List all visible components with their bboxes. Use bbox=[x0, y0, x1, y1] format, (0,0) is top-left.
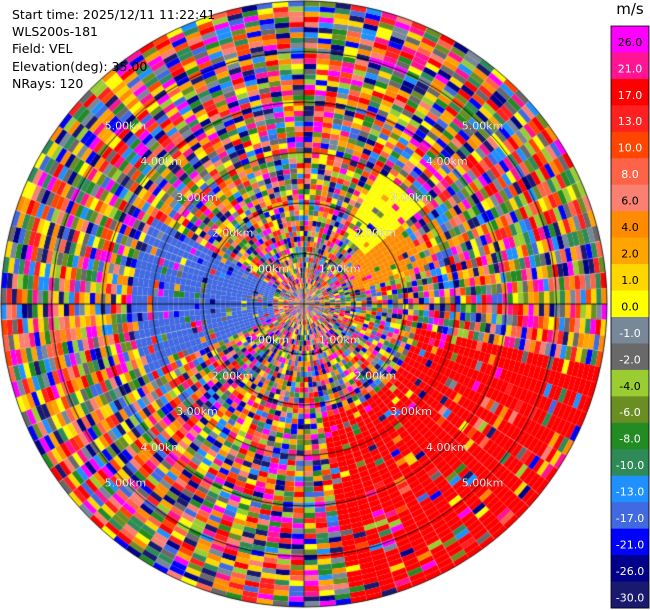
colorbar-tick-label: -13.0 bbox=[616, 486, 644, 499]
colorbar-segment bbox=[611, 396, 649, 424]
colorbar-tick-label: -21.0 bbox=[616, 539, 644, 552]
colorbar-segment bbox=[611, 78, 649, 106]
field-text: Field: VEL bbox=[12, 41, 73, 57]
colorbar-tick-label: 6.0 bbox=[621, 195, 639, 208]
colorbar-tick-label: 0.0 bbox=[621, 300, 639, 313]
colorbar-segment bbox=[611, 475, 649, 503]
range-ring-label: 2.00km bbox=[212, 227, 254, 240]
colorbar-segment bbox=[611, 52, 649, 80]
colorbar-tick-label: 21.0 bbox=[618, 62, 643, 75]
colorbar-segment bbox=[611, 317, 649, 344]
colorbar-segment bbox=[611, 105, 649, 133]
colorbar-segment bbox=[611, 26, 649, 53]
range-ring-label: 4.00km bbox=[140, 155, 182, 168]
range-ring-label: 4.00km bbox=[426, 441, 468, 454]
colorbar-segment bbox=[611, 131, 649, 159]
colorbar-segment bbox=[611, 422, 649, 450]
colorbar-tick-label: 1.0 bbox=[621, 274, 639, 287]
range-ring-label: 1.00km bbox=[248, 262, 290, 275]
colorbar-segment bbox=[611, 158, 649, 186]
elevation-text: Elevation(deg): 35.00 bbox=[12, 58, 148, 74]
colorbar-tick-label: -4.0 bbox=[619, 380, 640, 393]
colorbar-segment bbox=[611, 211, 649, 239]
range-ring-label: 5.00km bbox=[462, 477, 504, 490]
range-ring-label: 2.00km bbox=[355, 369, 397, 382]
colorbar-segment bbox=[611, 581, 649, 609]
range-ring-label: 3.00km bbox=[390, 405, 432, 418]
range-ring-label: 4.00km bbox=[426, 155, 468, 168]
range-ring-label: 5.00km bbox=[462, 119, 504, 132]
colorbar-segment bbox=[611, 184, 649, 212]
colorbar-segment bbox=[611, 555, 649, 583]
colorbar-segment bbox=[611, 290, 649, 318]
scan-info-panel: Start time: 2025/12/11 11:22:41 WLS200s-… bbox=[12, 6, 215, 92]
colorbar-tick-label: 2.0 bbox=[621, 248, 639, 261]
range-ring-label: 1.00km bbox=[319, 334, 361, 347]
range-ring-label: 3.00km bbox=[390, 191, 432, 204]
colorbar-tick-label: -8.0 bbox=[619, 433, 640, 446]
colorbar-segment bbox=[611, 369, 649, 397]
colorbar-tick-label: 13.0 bbox=[618, 115, 643, 128]
colorbar-segment bbox=[611, 343, 649, 371]
nrays-text: NRays: 120 bbox=[12, 75, 84, 91]
colorbar-unit: m/s bbox=[616, 0, 644, 18]
range-ring-label: 2.00km bbox=[355, 227, 397, 240]
colorbar-tick-label: -10.0 bbox=[616, 459, 644, 472]
colorbar-tick-label: 8.0 bbox=[621, 168, 639, 181]
range-ring-label: 2.00km bbox=[212, 369, 254, 382]
colorbar-segment bbox=[611, 264, 649, 292]
colorbar-tick-label: -2.0 bbox=[619, 353, 640, 366]
start-time-text: Start time: 2025/12/11 11:22:41 bbox=[12, 7, 216, 22]
colorbar-segment bbox=[611, 237, 649, 265]
range-ring-label: 3.00km bbox=[176, 191, 218, 204]
colorbar-tick-label: 26.0 bbox=[618, 36, 643, 49]
range-ring-label: 5.00km bbox=[105, 119, 147, 132]
colorbar-segment bbox=[611, 502, 649, 530]
range-ring-label: 4.00km bbox=[140, 441, 182, 454]
colorbar-tick-label: -6.0 bbox=[619, 406, 640, 419]
range-ring-label: 1.00km bbox=[319, 262, 361, 275]
colorbar-tick-label: -17.0 bbox=[616, 512, 644, 525]
colorbar-tick-label: 4.0 bbox=[621, 221, 639, 234]
range-ring-label: 1.00km bbox=[248, 334, 290, 347]
colorbar-segment bbox=[611, 528, 649, 556]
colorbar-segment bbox=[611, 449, 649, 477]
range-ring-label: 3.00km bbox=[176, 405, 218, 418]
instrument-name: WLS200s-181 bbox=[12, 24, 98, 40]
colorbar-tick-label: -1.0 bbox=[619, 327, 640, 340]
colorbar-tick-label: -26.0 bbox=[616, 565, 644, 578]
colorbar-tick-label: -30.0 bbox=[616, 591, 644, 604]
range-ring-label: 5.00km bbox=[105, 477, 147, 490]
colorbar-tick-label: 10.0 bbox=[618, 142, 643, 155]
colorbar-tick-label: 17.0 bbox=[618, 89, 643, 102]
colorbar-outline bbox=[610, 25, 650, 609]
